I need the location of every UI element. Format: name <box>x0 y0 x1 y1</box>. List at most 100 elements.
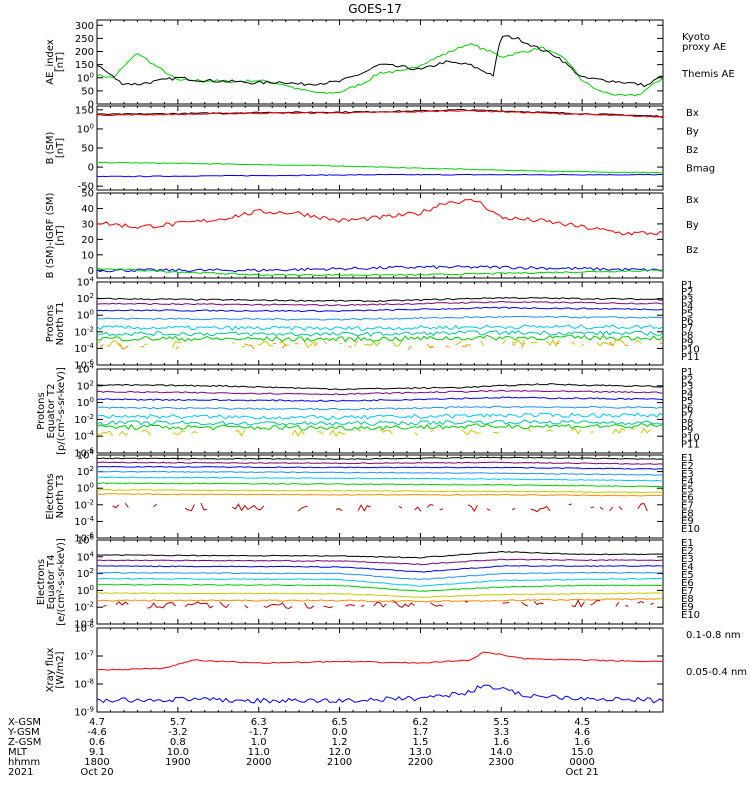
series-group <box>97 550 663 609</box>
x-axis-row-label: Z-GSM <box>8 737 41 748</box>
series-p7 <box>97 423 663 431</box>
y-tick-label: 50 <box>81 144 94 155</box>
y-tick-label: 10-7 <box>74 650 94 663</box>
legend: Bx By Bz Bmag <box>686 108 715 175</box>
x-axis-value: 0.6 <box>89 737 105 748</box>
x-axis-row-label: Y-GSM <box>7 727 40 738</box>
x-axis-value: 1.7 <box>412 727 428 738</box>
y-axis-title: Electrons <box>36 559 47 605</box>
x-axis-value: 6.3 <box>251 717 267 728</box>
series-e8 <box>97 597 663 603</box>
y-tick-label: 100 <box>77 396 94 409</box>
series-e4 <box>97 571 663 580</box>
series-e5 <box>97 577 663 587</box>
x-axis-value: 2000 <box>246 757 271 768</box>
x-axis-value: 11.0 <box>248 747 270 758</box>
legend-entry: P5 <box>681 396 693 407</box>
panel-frame <box>96 281 664 366</box>
series-p7 <box>97 334 663 343</box>
y-axis-title: Xray flux <box>45 648 56 693</box>
series-group <box>97 108 663 178</box>
series-e1 <box>97 550 663 559</box>
y-tick-label: 20 <box>81 235 94 246</box>
series-bx <box>97 265 663 273</box>
x-axis-value: 10.0 <box>167 747 189 758</box>
series-0-1-0-8-nm <box>97 651 663 671</box>
series-p2 <box>97 300 663 307</box>
y-tick-label: 10-2 <box>74 413 94 426</box>
panel-frame <box>96 105 664 191</box>
legend-entry: P7 <box>681 411 693 422</box>
y-tick-label: 250 <box>75 34 94 45</box>
y-tick-label: 150 <box>75 105 94 116</box>
x-axis-value: 2300 <box>489 757 514 768</box>
y-tick-label: 10-4 <box>74 342 94 355</box>
y-tick-label: 50 <box>81 189 94 200</box>
x-axis-row-label: hhmm <box>8 757 40 768</box>
legend: Bx By Bz <box>686 195 699 256</box>
legend-entry: E2 <box>681 546 694 557</box>
x-axis-value: 1.6 <box>493 737 509 748</box>
series-p3 <box>97 396 663 402</box>
x-axis-value: 1.6 <box>574 737 590 748</box>
legend-entry: E1 <box>681 453 694 464</box>
y-tick-label: 10-2 <box>74 325 94 338</box>
y-tick-label: 102 <box>77 465 94 478</box>
y-tick-label: 10-4 <box>74 515 94 528</box>
legend-entry: P4 <box>681 302 693 313</box>
x-axis-value: 14.0 <box>490 747 512 758</box>
legend-entry: E4 <box>681 562 694 573</box>
y-tick-label: 102 <box>77 292 94 305</box>
series-group <box>97 198 663 277</box>
series-bmag <box>97 108 663 118</box>
y-tick-label: 10-8 <box>74 678 94 691</box>
x-axis-value: 4.7 <box>89 717 105 728</box>
series-p3 <box>97 306 663 313</box>
y-tick-label: 30 <box>81 219 94 230</box>
series-p1 <box>97 296 663 303</box>
y-axis-title: [p/(cm²-s-sr-keV)] <box>56 367 67 455</box>
y-tick-label: 100 <box>77 584 94 597</box>
y-tick-label: 100 <box>77 482 94 495</box>
x-axis-value: 3.3 <box>493 727 509 738</box>
y-tick-label: 10 <box>81 250 94 261</box>
legend-entry: P1 <box>681 367 693 378</box>
x-axis-value: 5.5 <box>493 717 509 728</box>
y-tick-label: 10-2 <box>74 601 94 614</box>
legend-entry: P2 <box>681 374 693 385</box>
series-group <box>97 35 663 97</box>
y-tick-label: 104 <box>77 276 95 289</box>
legend-entry: P10 <box>681 345 700 356</box>
legend-entry: P8 <box>681 418 693 429</box>
legend-entry: E5 <box>681 485 694 496</box>
x-axis-value: 6.5 <box>332 717 348 728</box>
legend-entry: E3 <box>681 469 694 480</box>
y-tick-label: 0 <box>88 100 94 111</box>
legend-entry: P3 <box>681 382 693 393</box>
legend-entry: P1 <box>681 280 693 291</box>
series-e4 <box>97 470 663 476</box>
y-axis-title: Equator T2 <box>46 384 57 439</box>
y-axis-title: [nT] <box>55 52 66 72</box>
legend-entry: E5 <box>681 570 694 581</box>
series-e8 <box>97 493 663 497</box>
x-axis-value: 0.0 <box>332 727 348 738</box>
series-e2 <box>97 461 663 465</box>
legend-entry: P6 <box>681 316 693 327</box>
y-tick-label: 10-6 <box>74 622 94 635</box>
legend-entry: P9 <box>681 425 693 436</box>
x-axis-value: 1.2 <box>332 737 348 748</box>
y-tick-label: 40 <box>81 204 94 215</box>
legend-entry: P3 <box>681 294 693 305</box>
x-axis-value: 6.2 <box>412 717 428 728</box>
y-axis-title: Equator T4 <box>46 555 57 610</box>
legend-entry: Bx <box>686 108 699 119</box>
legend-entry: P2 <box>681 287 693 298</box>
series-group <box>97 296 663 350</box>
x-axis-row-label: X-GSM <box>8 717 41 728</box>
x-axis-value: 0.8 <box>170 737 186 748</box>
